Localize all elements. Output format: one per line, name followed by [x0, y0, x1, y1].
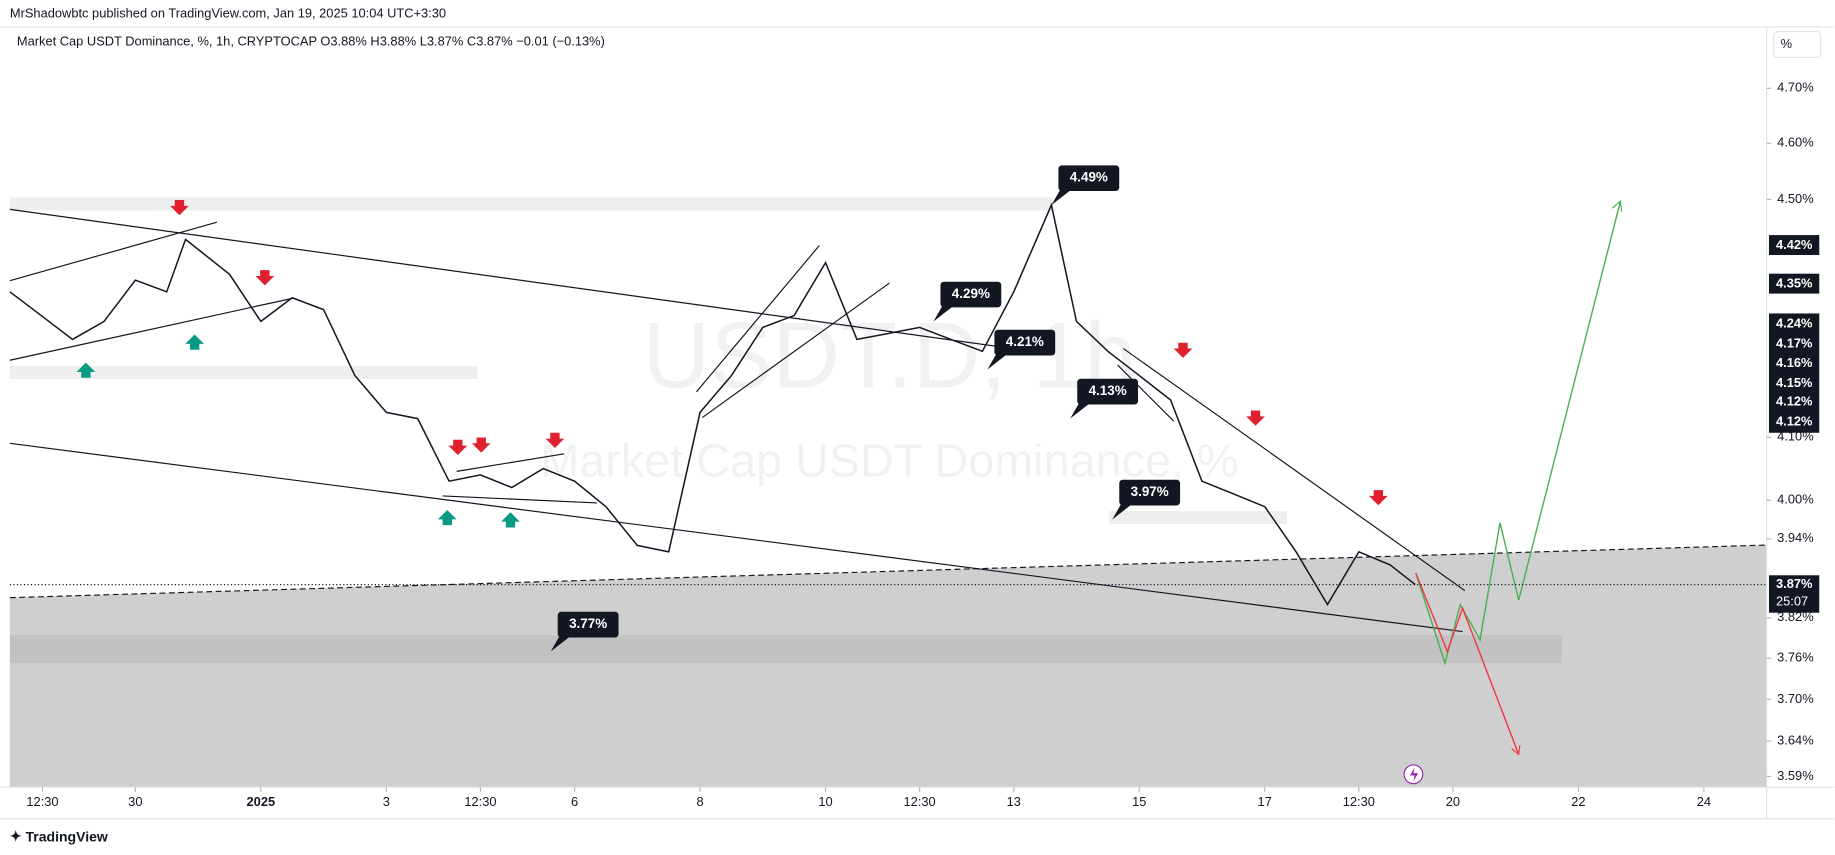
- x-tick-label: 6: [571, 794, 578, 809]
- trendline: [1117, 364, 1175, 422]
- price-labels: 4.42% 4.35% 4.24% 4.17% 4.16% 4.15% 4.12…: [1768, 235, 1820, 433]
- callout-pointer: [1070, 402, 1092, 419]
- x-tick-label: 22: [1571, 794, 1585, 809]
- price-label: 4.16%: [1776, 355, 1813, 370]
- callout-box: [557, 611, 619, 638]
- trendline: [456, 453, 565, 472]
- scale-button[interactable]: [1773, 30, 1822, 58]
- trendline: [9, 221, 218, 282]
- legend: Market Cap USDT Dominance, %, 1h, CRYPTO…: [17, 33, 605, 48]
- callout-box: [1119, 479, 1181, 506]
- zone: [9, 635, 1562, 664]
- callout-box: [1058, 165, 1120, 192]
- trendline: [1123, 348, 1466, 592]
- watermark: Market Cap USDT Dominance, %: [540, 435, 1238, 487]
- callout-text: 4.21%: [1006, 334, 1044, 349]
- last-price-box: [1768, 575, 1820, 613]
- x-tick-label: 24: [1697, 794, 1711, 809]
- callout: 4.29%: [933, 281, 1002, 322]
- callout-text: 3.97%: [1131, 484, 1169, 499]
- zone: [9, 197, 1054, 211]
- zone: [1109, 511, 1288, 524]
- x-tick-label: 12:30: [904, 794, 936, 809]
- zone: [9, 545, 1767, 788]
- arrowhead: [1611, 200, 1623, 212]
- callout-text: 4.13%: [1089, 383, 1127, 398]
- x-tick-label: 13: [1007, 794, 1021, 809]
- plot-area: USDT.D, 1h Market Cap USDT Dominance, % …: [9, 165, 1767, 788]
- callout-text: 4.29%: [952, 286, 990, 301]
- x-tick-label: 17: [1258, 794, 1272, 809]
- scale-label: %: [1781, 36, 1792, 51]
- trendline: [9, 544, 1767, 599]
- x-tick-label: 20: [1446, 794, 1460, 809]
- published: MrShadowbtc published on TradingView.com…: [10, 5, 446, 20]
- y-tick-label: 3.82%: [1777, 609, 1813, 624]
- trendline: [9, 208, 1030, 352]
- x-tick-label: 12:30: [1343, 794, 1375, 809]
- callout-box: [1077, 378, 1139, 405]
- x-tick-label: 15: [1132, 794, 1146, 809]
- y-tick-label: 4.50%: [1777, 191, 1813, 206]
- y-tick-label: 3.76%: [1777, 650, 1813, 665]
- callout: 3.77%: [550, 611, 619, 652]
- callout-pointer: [933, 305, 955, 322]
- brand: ✦ TradingView: [10, 828, 108, 844]
- x-tick-label: 8: [696, 794, 703, 809]
- y-tick-label: 3.70%: [1777, 691, 1813, 706]
- callout-box: [994, 329, 1056, 356]
- event-icon-glyph: [1409, 767, 1419, 782]
- price-label: 4.15%: [1776, 375, 1813, 390]
- price-label: 4.12%: [1776, 414, 1813, 429]
- watermark: USDT.D, 1h: [642, 302, 1136, 407]
- x-tick-label: 30: [128, 794, 142, 809]
- price-label: 4.24%: [1776, 315, 1813, 330]
- zone: [9, 366, 478, 379]
- y-tick-label: 3.64%: [1777, 733, 1813, 748]
- countdown: 25:07: [1776, 594, 1808, 609]
- x-tick-label: 3: [383, 794, 390, 809]
- projection: [1415, 572, 1520, 755]
- y-tick-label: 4.00%: [1777, 492, 1813, 507]
- y-tick-label: 3.94%: [1777, 530, 1813, 545]
- price-line: [9, 202, 1416, 606]
- callout-pointer: [1051, 188, 1073, 206]
- callout-box: [940, 281, 1002, 308]
- price-label: 4.42%: [1776, 237, 1813, 252]
- y-tick-label: 4.70%: [1777, 80, 1813, 95]
- x-tick-label: 12:30: [26, 794, 58, 809]
- arrowhead: [1511, 744, 1521, 756]
- callout: 4.49%: [1051, 165, 1120, 206]
- price-label: 4.12%: [1776, 394, 1813, 409]
- trendline: [9, 442, 1463, 633]
- trendline: [442, 495, 598, 504]
- x-tick-label: 10: [818, 794, 832, 809]
- price-label: 4.17%: [1776, 335, 1813, 350]
- price-label: 4.35%: [1776, 276, 1813, 291]
- projection: [1415, 201, 1622, 666]
- x-tick-label: 2025: [247, 794, 276, 809]
- callout-text: 4.49%: [1070, 170, 1108, 185]
- trendline: [695, 245, 820, 393]
- callout-text: 3.77%: [569, 616, 607, 631]
- y-tick-label: 4.10%: [1777, 429, 1813, 444]
- brand-name: TradingView: [26, 828, 108, 844]
- trendline: [701, 282, 890, 419]
- callout: 4.13%: [1070, 378, 1139, 419]
- y-tick-label: 4.60%: [1777, 135, 1813, 150]
- x-tick-label: 12:30: [464, 794, 496, 809]
- trendline: [9, 297, 294, 361]
- y-tick-label: 3.59%: [1777, 768, 1813, 783]
- last-price-label: 3.87%: [1776, 576, 1813, 591]
